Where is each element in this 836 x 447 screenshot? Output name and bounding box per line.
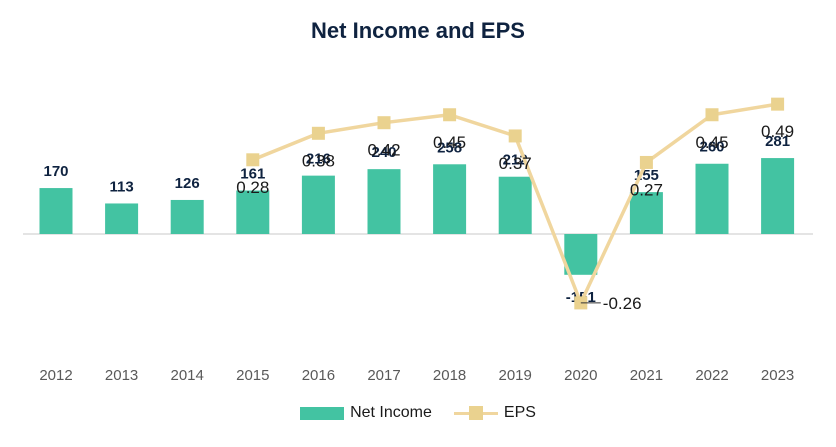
bar-label-2015: 161 (240, 165, 265, 182)
legend-label-eps: EPS (503, 404, 536, 421)
x-tick-2020: 2020 (564, 367, 597, 384)
eps-label-2022: 0.45 (695, 133, 728, 152)
bar-label-2016: 216 (306, 151, 331, 168)
bar-net-income-2018[interactable] (433, 164, 467, 234)
legend-swatch-net-income (300, 406, 345, 420)
eps-marker-2016[interactable] (311, 126, 325, 140)
bar-label-2014: 126 (175, 175, 200, 192)
x-tick-2022: 2022 (695, 367, 728, 384)
legend-item-net-income[interactable]: Net Income (300, 404, 432, 422)
legend-swatch-eps (453, 406, 498, 420)
eps-label-2023: 0.49 (761, 122, 794, 141)
bar-label-2017: 240 (371, 144, 396, 161)
x-tick-2012: 2012 (39, 367, 72, 384)
eps-label-2019: 0.37 (499, 154, 532, 173)
eps-marker-2022[interactable] (705, 108, 719, 122)
x-tick-2015: 2015 (236, 367, 269, 384)
eps-marker-2015[interactable] (246, 153, 260, 167)
bar-net-income-2012[interactable] (39, 188, 73, 234)
bar-net-income-2017[interactable] (367, 169, 401, 234)
bar-net-income-2021[interactable] (629, 192, 663, 234)
x-tick-2013: 2013 (105, 367, 138, 384)
eps-label-2017: 0.42 (367, 141, 400, 160)
eps-label-2020: -0.26 (603, 294, 642, 313)
bar-label-2023: 281 (765, 133, 790, 150)
legend: Net Income EPS (0, 404, 836, 422)
bar-net-income-2013[interactable] (105, 203, 139, 234)
x-tick-2018: 2018 (433, 367, 466, 384)
bar-net-income-2015[interactable] (236, 190, 270, 234)
legend-item-eps[interactable]: EPS (453, 404, 536, 422)
eps-label-2018: 0.45 (433, 133, 466, 152)
eps-marker-2021[interactable] (639, 155, 653, 169)
bar-label-2013: 113 (109, 178, 133, 195)
bar-net-income-2019[interactable] (498, 176, 532, 234)
x-tick-2016: 2016 (302, 367, 335, 384)
x-tick-2019: 2019 (499, 367, 532, 384)
eps-marker-2023[interactable] (771, 97, 785, 111)
x-tick-2023: 2023 (761, 367, 794, 384)
x-tick-2021: 2021 (630, 367, 663, 384)
bar-net-income-2016[interactable] (301, 175, 335, 234)
legend-label-net-income: Net Income (350, 404, 432, 421)
eps-marker-2018[interactable] (443, 108, 457, 122)
eps-label-2015: 0.28 (236, 178, 269, 197)
bar-net-income-2022[interactable] (695, 163, 729, 234)
bar-label-2012: 170 (43, 163, 68, 180)
bar-net-income-2014[interactable] (170, 199, 204, 234)
eps-marker-2017[interactable] (377, 116, 391, 130)
bar-net-income-2023[interactable] (761, 158, 795, 234)
eps-marker-2019[interactable] (508, 129, 522, 143)
x-tick-2017: 2017 (367, 367, 400, 384)
bar-net-income-2020[interactable] (564, 234, 598, 275)
eps-label-2021: 0.27 (630, 180, 663, 199)
eps-label-2016: 0.38 (302, 151, 335, 170)
bar-label-2018: 258 (437, 139, 462, 156)
chart-title: Net Income and EPS (311, 18, 525, 43)
bar-label-2022: 260 (699, 139, 724, 156)
x-tick-2014: 2014 (171, 367, 204, 384)
